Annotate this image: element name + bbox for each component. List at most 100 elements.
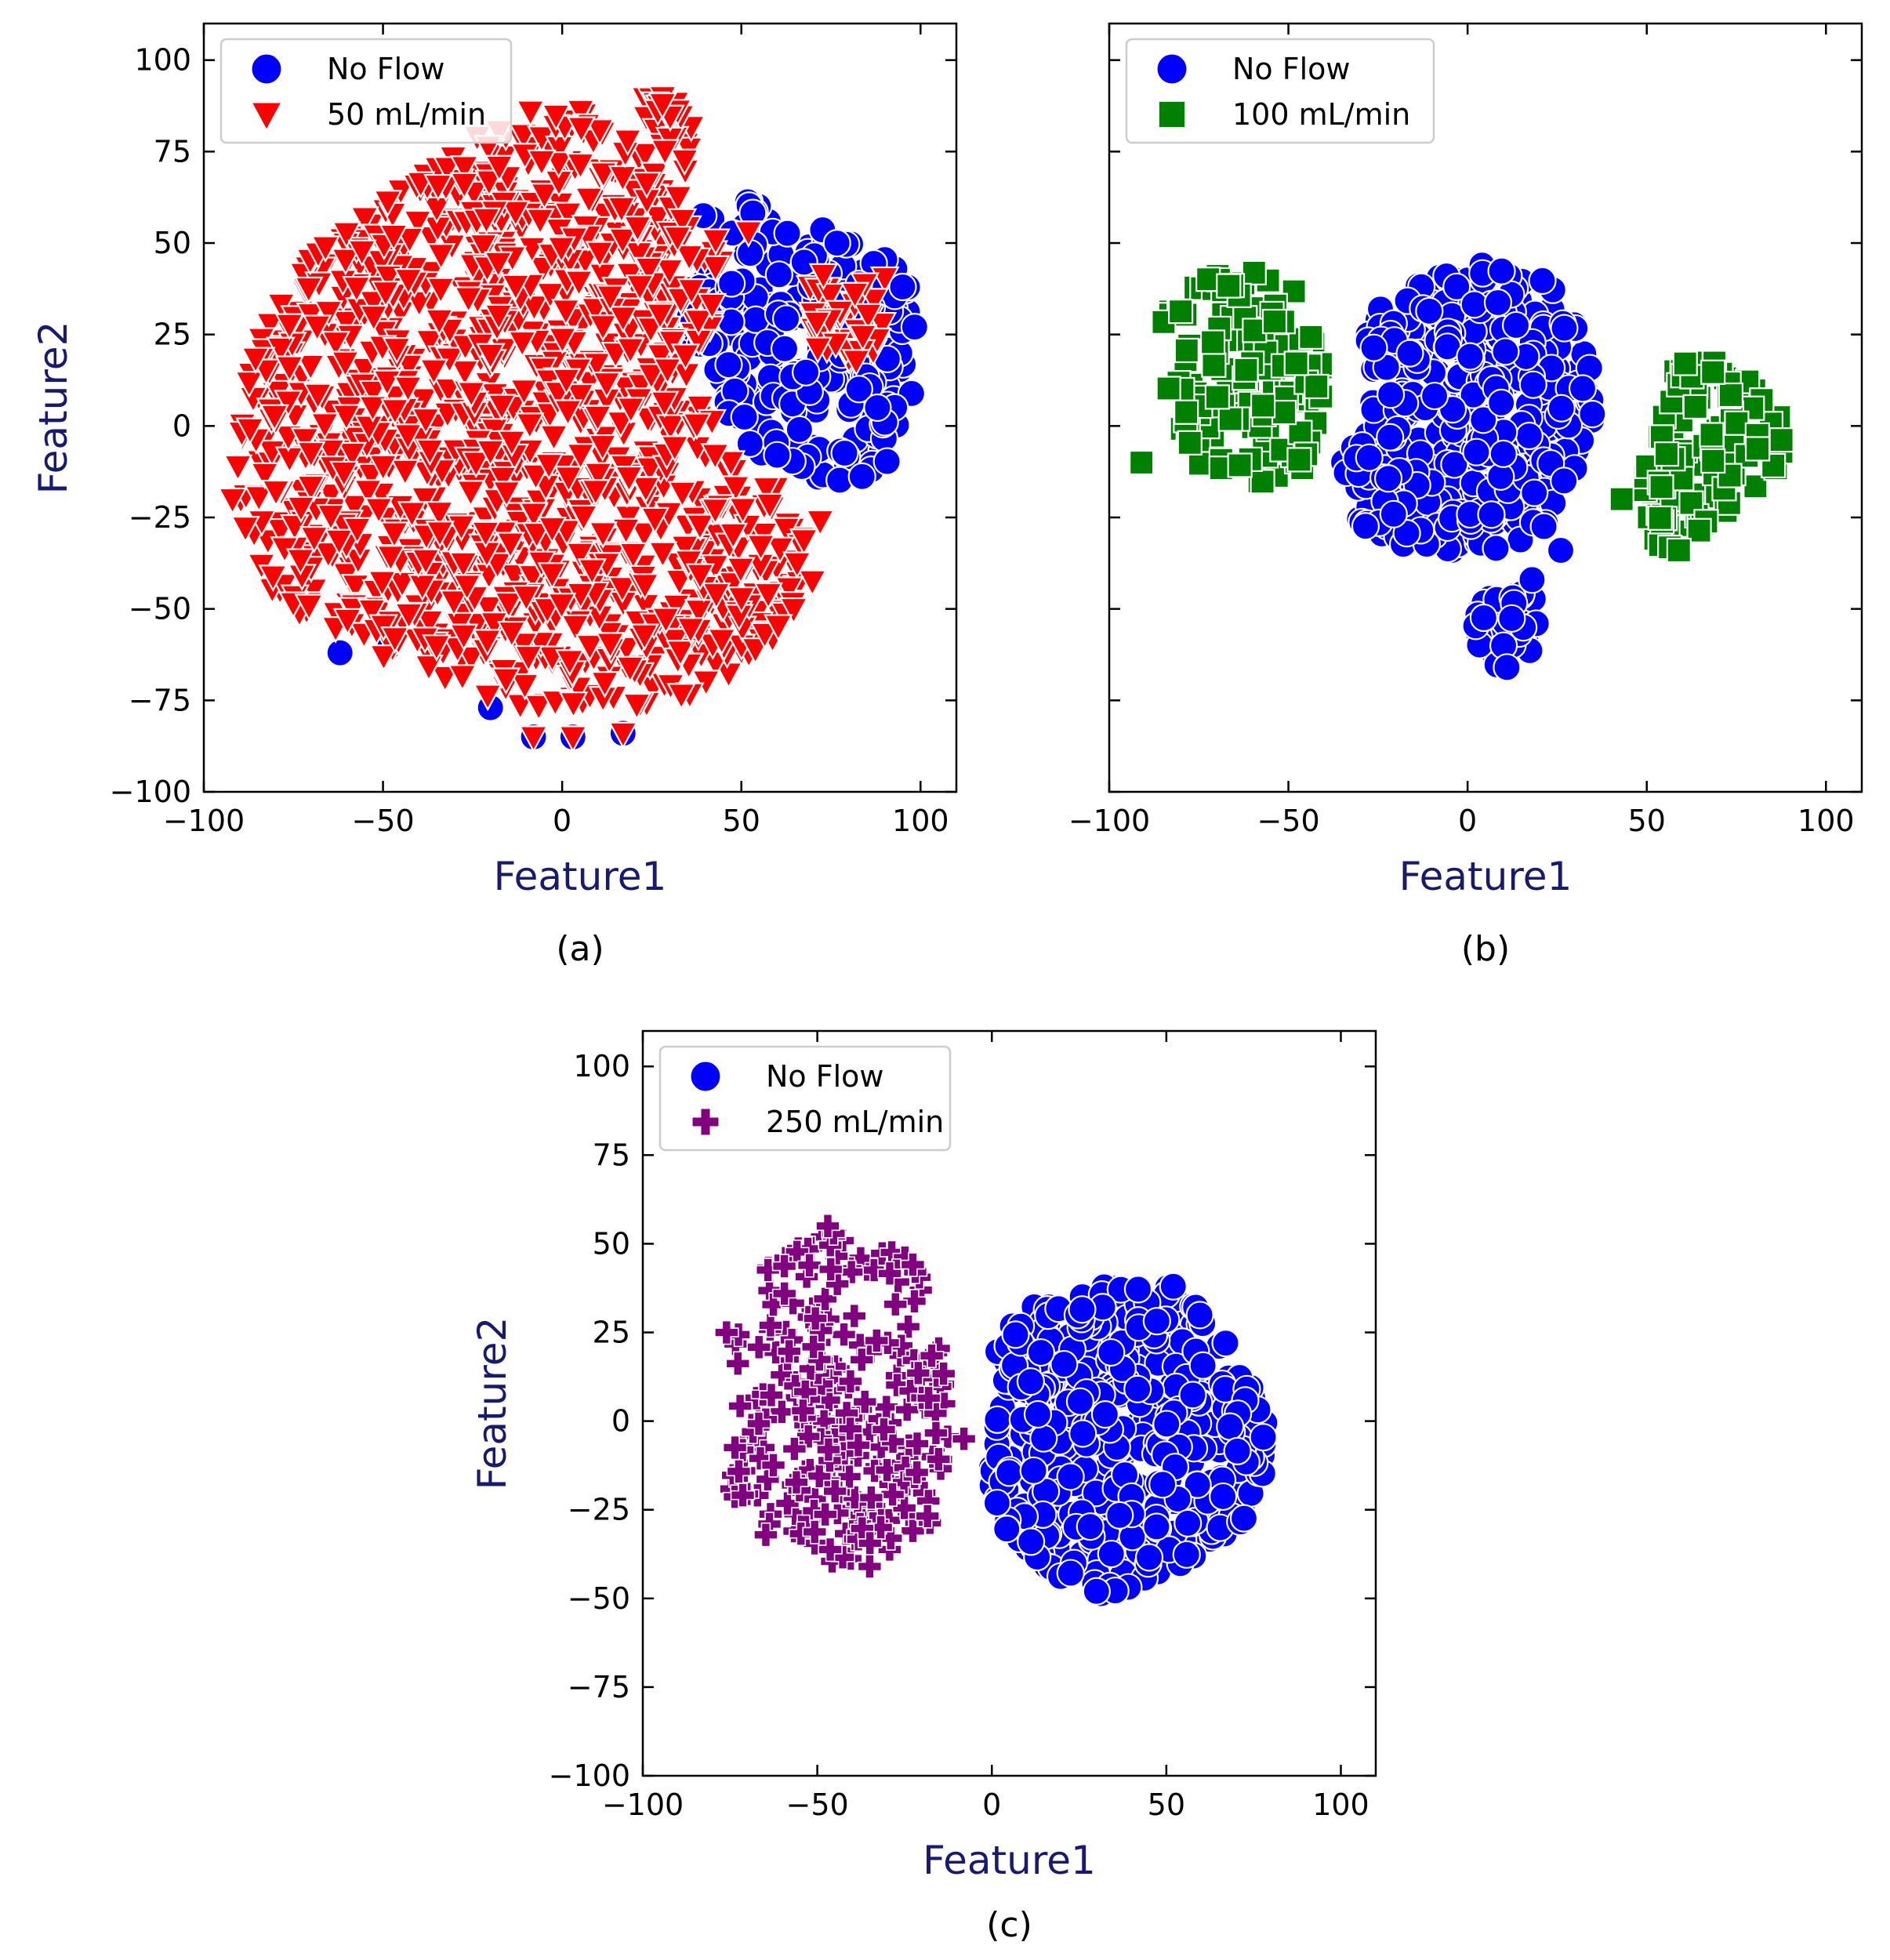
data-point xyxy=(622,692,652,720)
data-point xyxy=(1068,1295,1097,1324)
data-point xyxy=(511,585,542,612)
data-point xyxy=(595,632,626,660)
x-axis-title: Feature1 xyxy=(1399,854,1573,899)
data-point xyxy=(449,155,480,183)
data-point xyxy=(342,276,372,303)
data-point xyxy=(615,655,645,684)
data-point xyxy=(1456,342,1485,371)
data-point xyxy=(615,337,646,365)
data-point xyxy=(521,463,551,492)
data-point xyxy=(358,304,389,332)
data-point xyxy=(667,208,698,236)
data-point xyxy=(393,423,423,452)
y-tick-label: −100 xyxy=(110,775,191,809)
data-point xyxy=(805,509,836,537)
data-point xyxy=(414,655,444,682)
data-point xyxy=(640,506,670,535)
y-tick-label: −25 xyxy=(129,500,191,535)
data-point xyxy=(1578,400,1607,429)
data-point xyxy=(901,1289,927,1314)
data-point xyxy=(727,497,758,525)
data-point xyxy=(1568,374,1598,403)
x-tick-label: −100 xyxy=(163,804,245,838)
data-point xyxy=(905,1360,931,1386)
data-point xyxy=(1188,1351,1217,1380)
data-point xyxy=(1016,1367,1045,1396)
data-point xyxy=(286,495,316,524)
data-point xyxy=(676,617,706,645)
data-point xyxy=(1155,376,1181,401)
data-point xyxy=(822,229,851,258)
data-point xyxy=(553,466,584,494)
data-point xyxy=(1351,512,1380,541)
data-point xyxy=(746,1411,771,1436)
data-point xyxy=(419,358,449,387)
data-point xyxy=(407,574,437,602)
data-point xyxy=(1487,256,1516,285)
data-point xyxy=(725,1351,751,1377)
data-point xyxy=(700,443,731,471)
data-point xyxy=(1442,272,1471,301)
data-point xyxy=(316,438,346,466)
data-point xyxy=(1415,296,1444,326)
data-point xyxy=(296,354,326,382)
data-point xyxy=(337,441,368,470)
data-point xyxy=(1229,1504,1259,1533)
data-point xyxy=(1223,1436,1252,1465)
data-point xyxy=(553,399,583,427)
data-point xyxy=(537,562,568,590)
data-point xyxy=(818,1537,843,1563)
data-point xyxy=(785,415,814,444)
data-point xyxy=(294,593,325,622)
data-point xyxy=(849,1347,875,1373)
data-point xyxy=(836,1464,862,1490)
data-point xyxy=(1023,1399,1053,1429)
data-point xyxy=(674,244,705,272)
data-point xyxy=(883,1291,909,1317)
data-point xyxy=(685,514,715,542)
data-point xyxy=(1744,436,1771,462)
data-point xyxy=(566,116,597,144)
data-point xyxy=(685,394,715,423)
data-point xyxy=(546,593,577,620)
data-point xyxy=(368,644,399,672)
y-tick-label: 0 xyxy=(611,1404,630,1439)
data-point xyxy=(393,376,423,404)
data-point xyxy=(859,288,889,316)
data-point xyxy=(448,551,478,579)
data-point xyxy=(677,278,706,306)
data-point xyxy=(1148,1470,1177,1499)
data-point xyxy=(844,375,873,404)
data-point xyxy=(332,608,363,636)
x-axis-title: Feature1 xyxy=(494,854,667,899)
data-point xyxy=(509,379,539,407)
data-point xyxy=(299,525,329,554)
x-tick-label: 100 xyxy=(1312,1788,1369,1822)
data-point xyxy=(666,640,695,668)
data-point xyxy=(714,1319,739,1345)
data-point xyxy=(782,1436,807,1461)
data-point xyxy=(874,1457,900,1483)
data-point xyxy=(643,205,673,233)
data-point xyxy=(1546,535,1576,565)
data-point xyxy=(1001,1320,1030,1349)
data-point xyxy=(1501,310,1531,340)
data-point xyxy=(618,542,648,570)
data-point xyxy=(1647,505,1673,531)
data-point xyxy=(314,299,344,328)
y-tick-label: −50 xyxy=(129,592,191,626)
legend-label: 250 mL/min xyxy=(766,1105,944,1139)
data-point xyxy=(884,1372,910,1398)
data-point xyxy=(513,644,544,673)
panel-a-points xyxy=(217,85,929,753)
data-point xyxy=(541,103,571,132)
data-point xyxy=(776,1338,802,1364)
data-point xyxy=(310,412,340,441)
data-point xyxy=(565,542,595,570)
data-point xyxy=(697,292,727,321)
data-point xyxy=(1718,382,1744,408)
data-point xyxy=(915,1503,940,1529)
data-point xyxy=(1487,388,1516,417)
data-point xyxy=(847,324,878,352)
data-point xyxy=(375,545,406,572)
